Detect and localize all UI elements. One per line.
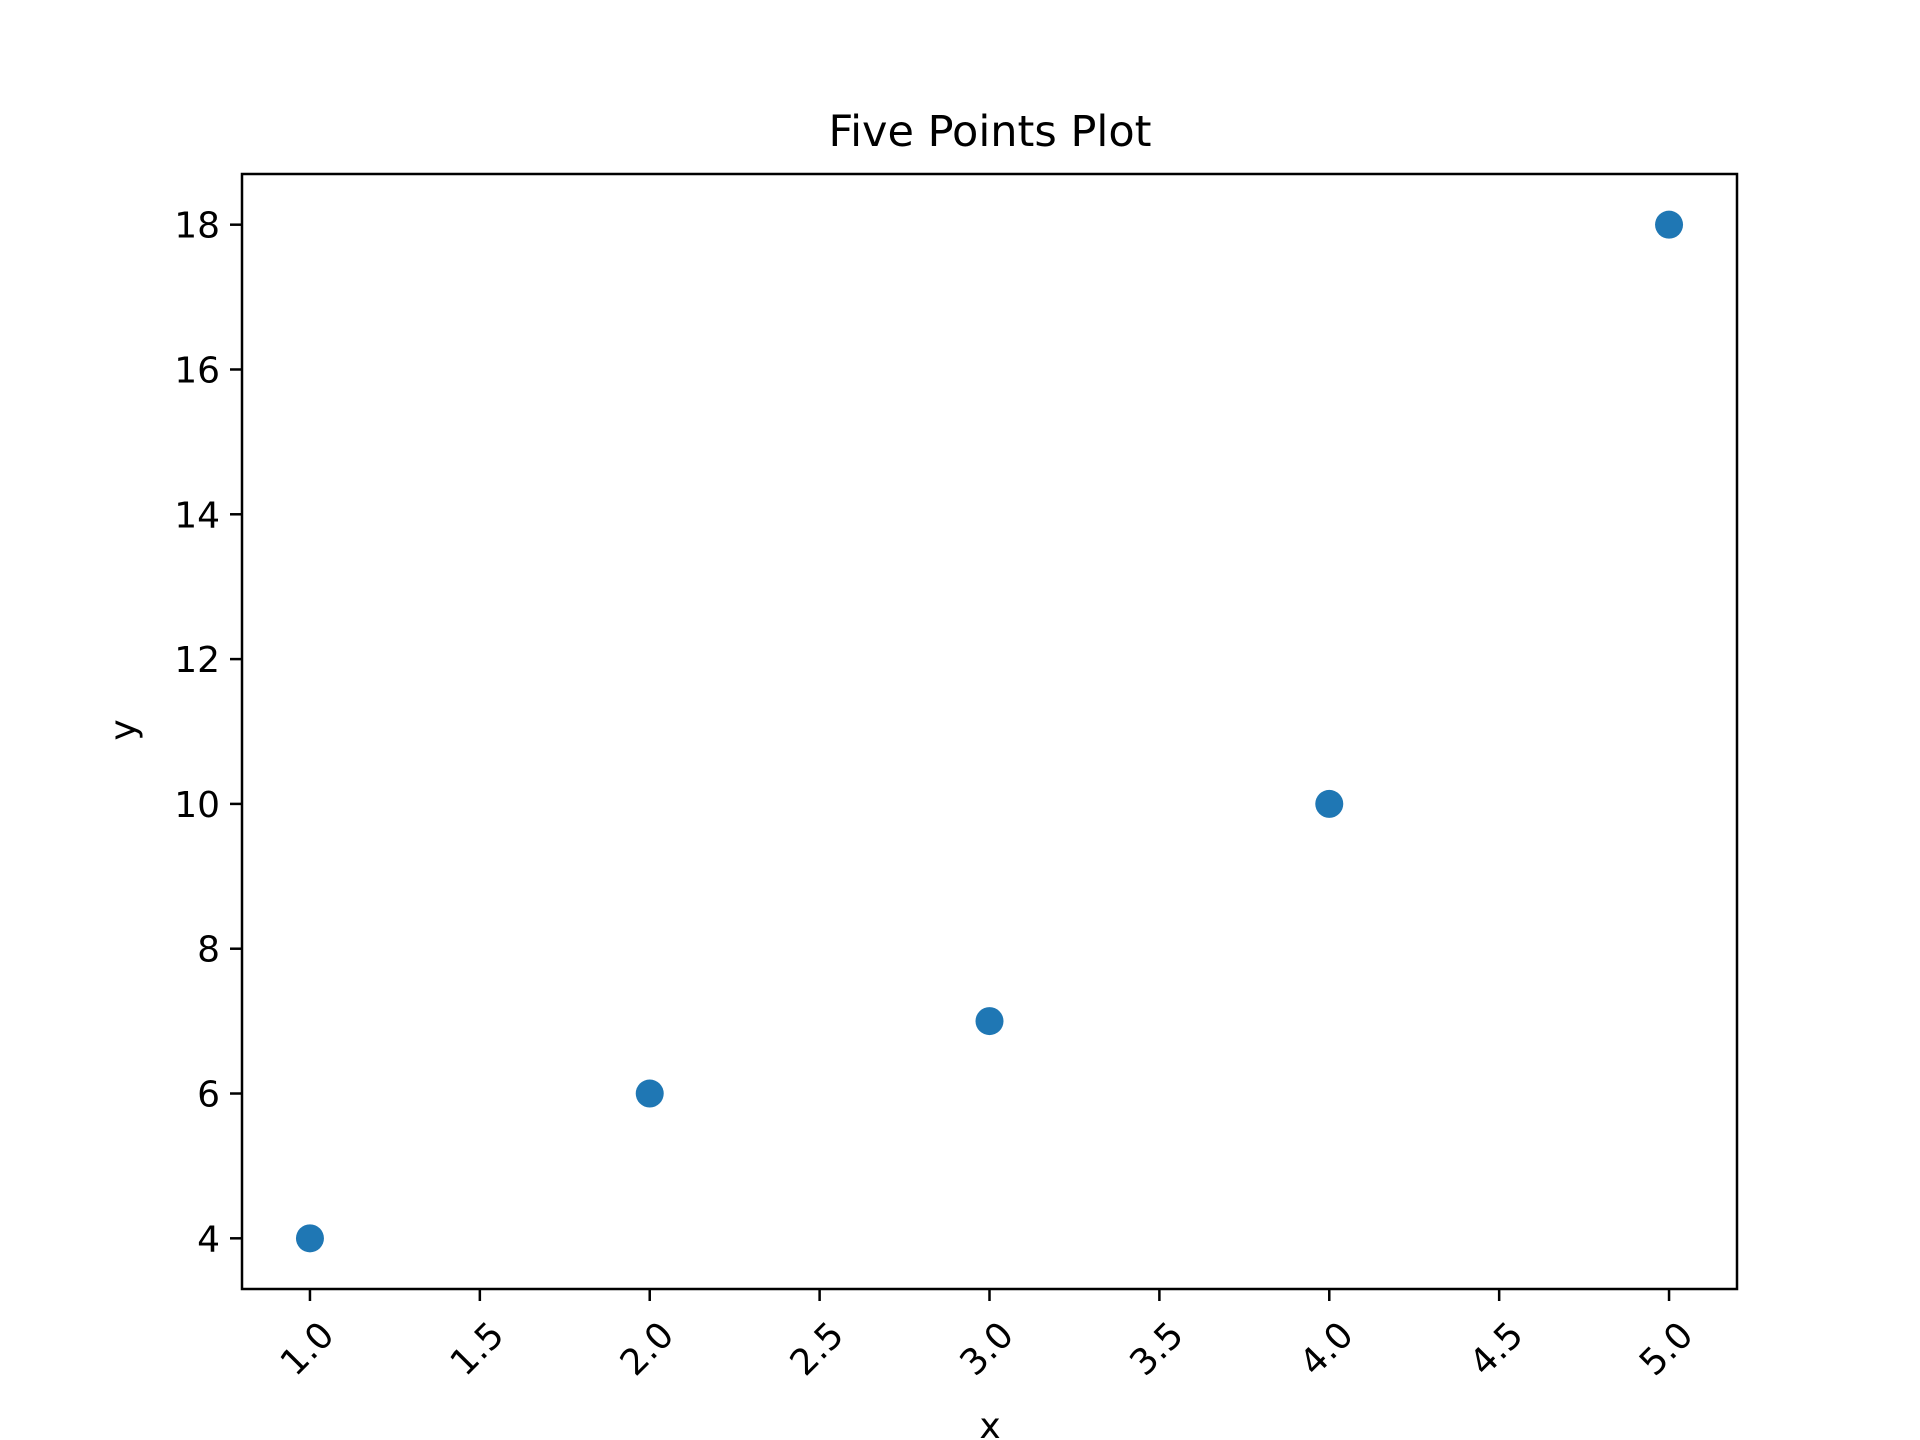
y-tick-label: 6 (197, 1075, 220, 1116)
data-point (295, 1224, 324, 1253)
y-tick-label: 4 (197, 1219, 220, 1260)
y-tick-label: 12 (174, 640, 220, 681)
data-point (1655, 210, 1684, 239)
data-point (1315, 789, 1344, 818)
y-tick-label: 10 (174, 785, 220, 826)
x-axis-label: x (979, 1406, 1000, 1440)
data-point (635, 1079, 664, 1108)
data-point (975, 1007, 1004, 1036)
plot-frame (240, 172, 1739, 1291)
chart-title: Five Points Plot (828, 107, 1151, 157)
y-tick-label: 8 (197, 930, 220, 971)
y-axis-ticks: 4 6 8 10 12 14 16 18 (174, 206, 242, 1260)
y-tick-label: 14 (174, 495, 220, 536)
data-points (295, 210, 1684, 1253)
y-tick-label: 16 (174, 350, 220, 391)
y-tick-label: 18 (174, 206, 220, 247)
y-axis-label: y (103, 719, 144, 740)
